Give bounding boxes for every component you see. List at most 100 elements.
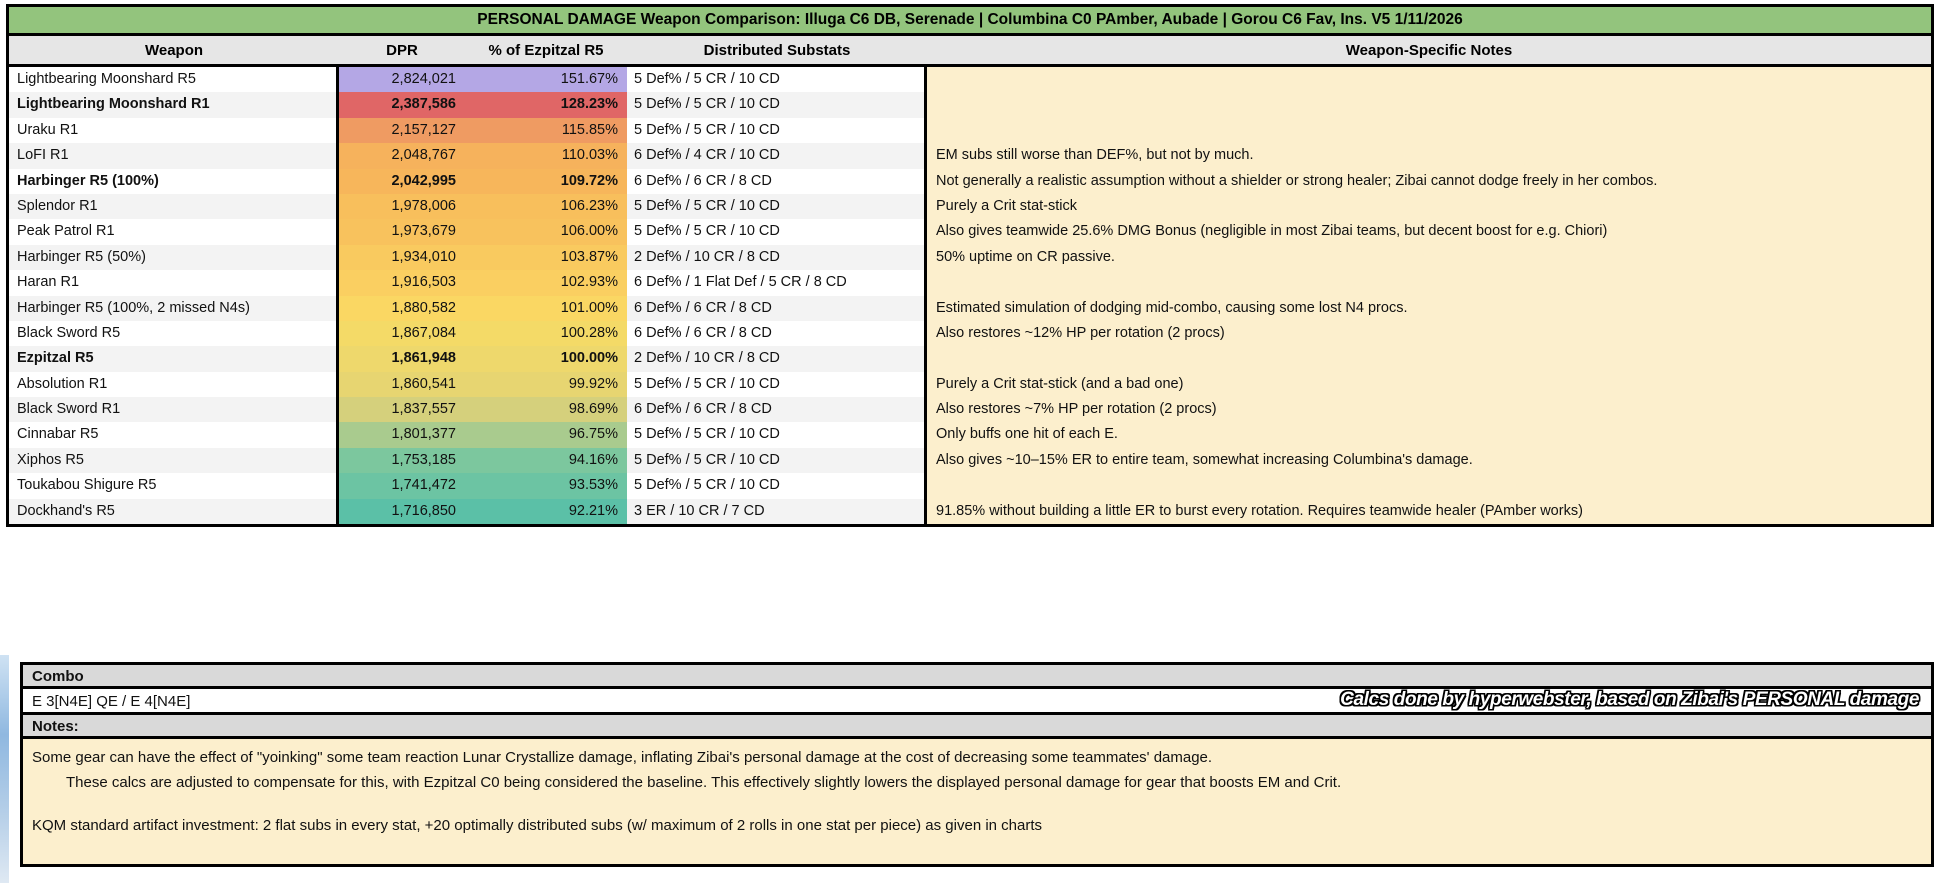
- table-row[interactable]: Xiphos R5: [9, 447, 336, 474]
- dpr-cell[interactable]: 1,716,850: [339, 498, 465, 525]
- note-cell[interactable]: Also restores ~12% HP per rotation (2 pr…: [936, 324, 1225, 341]
- note-cell[interactable]: Not generally a realistic assumption wit…: [936, 172, 1658, 189]
- dpr-cell[interactable]: 1,916,503: [339, 270, 465, 296]
- substats-cell[interactable]: 6 Def% / 1 Flat Def / 5 CR / 8 CD: [627, 270, 924, 296]
- left-margin-top: [0, 0, 6, 655]
- substats-cell[interactable]: 5 Def% / 5 CR / 10 CD: [627, 67, 924, 93]
- percent-cell[interactable]: 128.23%: [465, 92, 627, 118]
- note-cell[interactable]: 50% uptime on CR passive.: [936, 248, 1115, 265]
- note-cell[interactable]: Also restores ~7% HP per rotation (2 pro…: [936, 401, 1217, 418]
- substats-cell[interactable]: 6 Def% / 6 CR / 8 CD: [627, 397, 924, 423]
- note-cell[interactable]: [927, 118, 1931, 143]
- table-row[interactable]: Black Sword R5: [9, 320, 336, 347]
- dpr-cell[interactable]: 2,042,995: [339, 168, 465, 194]
- dpr-cell[interactable]: 1,741,472: [339, 473, 465, 499]
- percent-cell[interactable]: 106.00%: [465, 219, 627, 245]
- substats-cell[interactable]: 2 Def% / 10 CR / 8 CD: [627, 346, 924, 372]
- dpr-cell[interactable]: 2,387,586: [339, 92, 465, 118]
- note-cell[interactable]: Only buffs one hit of each E.: [936, 426, 1118, 443]
- note-cell[interactable]: EM subs still worse than DEF%, but not b…: [936, 147, 1254, 164]
- dpr-cell[interactable]: 1,860,541: [339, 371, 465, 398]
- substats-cell[interactable]: 6 Def% / 6 CR / 8 CD: [627, 168, 924, 194]
- note-cell[interactable]: Purely a Crit stat-stick: [936, 197, 1077, 214]
- percent-cell[interactable]: 103.87%: [465, 244, 627, 271]
- dpr-cell[interactable]: 2,824,021: [339, 67, 465, 93]
- substats-cell[interactable]: 2 Def% / 10 CR / 8 CD: [627, 244, 924, 271]
- note-cell[interactable]: [927, 67, 1931, 92]
- percent-cell[interactable]: 110.03%: [465, 143, 627, 169]
- percent-cell[interactable]: 115.85%: [465, 117, 627, 144]
- substats-cell[interactable]: 6 Def% / 4 CR / 10 CD: [627, 143, 924, 169]
- substats-cell[interactable]: 5 Def% / 5 CR / 10 CD: [627, 422, 924, 448]
- column-header-substats[interactable]: Distributed Substats: [703, 41, 851, 59]
- note-cell[interactable]: Also gives ~10–15% ER to entire team, so…: [936, 451, 1473, 468]
- table-row[interactable]: Haran R1: [9, 270, 336, 296]
- note-cell[interactable]: 91.85% without building a little ER to b…: [936, 502, 1583, 519]
- dpr-cell[interactable]: 1,861,948: [339, 346, 465, 372]
- percent-cell[interactable]: 101.00%: [465, 295, 627, 321]
- substats-column: 5 Def% / 5 CR / 10 CD 5 Def% / 5 CR / 10 …: [627, 67, 927, 525]
- table-row[interactable]: Lightbearing Moonshard R5: [9, 67, 336, 93]
- table-row[interactable]: Harbinger R5 (100%): [9, 168, 336, 194]
- note-cell[interactable]: Also gives teamwide 25.6% DMG Bonus (neg…: [936, 223, 1608, 240]
- substats-cell[interactable]: 5 Def% / 5 CR / 10 CD: [627, 193, 924, 220]
- note-cell[interactable]: Purely a Crit stat-stick (and a bad one): [936, 375, 1184, 392]
- dpr-cell[interactable]: 1,880,582: [339, 295, 465, 321]
- percent-cell[interactable]: 109.72%: [465, 168, 627, 194]
- substats-cell[interactable]: 5 Def% / 5 CR / 10 CD: [627, 92, 924, 118]
- percent-cell[interactable]: 96.75%: [465, 422, 627, 448]
- combo-value-row[interactable]: E 3[N4E] QE / E 4[N4E] Calcs done by hyp…: [23, 689, 1931, 715]
- percent-cell[interactable]: 151.67%: [465, 67, 627, 93]
- column-header-dpr[interactable]: DPR: [386, 41, 418, 59]
- column-header-percent[interactable]: % of Ezpitzal R5: [488, 41, 604, 59]
- table-row[interactable]: Peak Patrol R1: [9, 219, 336, 245]
- dpr-cell[interactable]: 1,837,557: [339, 397, 465, 423]
- substats-cell[interactable]: 3 ER / 10 CR / 7 CD: [627, 498, 924, 525]
- column-header-notes[interactable]: Weapon-Specific Notes: [1345, 41, 1513, 59]
- dpr-cell[interactable]: 1,867,084: [339, 320, 465, 347]
- dpr-cell[interactable]: 2,048,767: [339, 143, 465, 169]
- table-row[interactable]: LoFI R1: [9, 143, 336, 169]
- table-row[interactable]: Splendor R1: [9, 193, 336, 220]
- table-row[interactable]: Toukabou Shigure R5: [9, 473, 336, 499]
- substats-cell[interactable]: 5 Def% / 5 CR / 10 CD: [627, 473, 924, 499]
- dpr-cell[interactable]: 1,801,377: [339, 422, 465, 448]
- table-row[interactable]: Uraku R1: [9, 117, 336, 144]
- percent-cell[interactable]: 94.16%: [465, 447, 627, 474]
- substats-cell[interactable]: 5 Def% / 5 CR / 10 CD: [627, 219, 924, 245]
- note-cell[interactable]: [927, 270, 1931, 295]
- dpr-cell[interactable]: 1,978,006: [339, 193, 465, 220]
- note-cell[interactable]: Estimated simulation of dodging mid-comb…: [936, 299, 1408, 316]
- note-cell[interactable]: [927, 346, 1931, 371]
- note-cell[interactable]: [927, 473, 1931, 498]
- percent-cell[interactable]: 98.69%: [465, 397, 627, 423]
- notes-column: EM subs still worse than DEF%, but not b…: [927, 67, 1931, 525]
- table-row[interactable]: Ezpitzal R5: [9, 346, 336, 372]
- percent-cell[interactable]: 100.28%: [465, 320, 627, 347]
- percent-cell[interactable]: 106.23%: [465, 193, 627, 220]
- dpr-cell[interactable]: 2,157,127: [339, 117, 465, 144]
- percent-cell[interactable]: 93.53%: [465, 473, 627, 499]
- table-row[interactable]: Absolution R1: [9, 371, 336, 398]
- substats-cell[interactable]: 5 Def% / 5 CR / 10 CD: [627, 447, 924, 474]
- percent-cell[interactable]: 100.00%: [465, 346, 627, 372]
- substats-cell[interactable]: 6 Def% / 6 CR / 8 CD: [627, 320, 924, 347]
- table-row[interactable]: Dockhand's R5: [9, 498, 336, 525]
- percent-cell[interactable]: 102.93%: [465, 270, 627, 296]
- table-row[interactable]: Harbinger R5 (50%): [9, 244, 336, 271]
- dpr-cell[interactable]: 1,753,185: [339, 447, 465, 474]
- substats-cell[interactable]: 5 Def% / 5 CR / 10 CD: [627, 371, 924, 398]
- percent-cell[interactable]: 99.92%: [465, 371, 627, 398]
- note-line-3: KQM standard artifact investment: 2 flat…: [32, 817, 1043, 834]
- dpr-cell[interactable]: 1,973,679: [339, 219, 465, 245]
- table-row[interactable]: Harbinger R5 (100%, 2 missed N4s): [9, 295, 336, 321]
- column-header-weapon[interactable]: Weapon: [144, 41, 204, 59]
- table-row[interactable]: Lightbearing Moonshard R1: [9, 92, 336, 118]
- dpr-cell[interactable]: 1,934,010: [339, 244, 465, 271]
- table-row[interactable]: Cinnabar R5: [9, 422, 336, 448]
- substats-cell[interactable]: 6 Def% / 6 CR / 8 CD: [627, 295, 924, 321]
- note-cell[interactable]: [927, 92, 1931, 117]
- substats-cell[interactable]: 5 Def% / 5 CR / 10 CD: [627, 117, 924, 144]
- table-row[interactable]: Black Sword R1: [9, 397, 336, 423]
- percent-cell[interactable]: 92.21%: [465, 498, 627, 525]
